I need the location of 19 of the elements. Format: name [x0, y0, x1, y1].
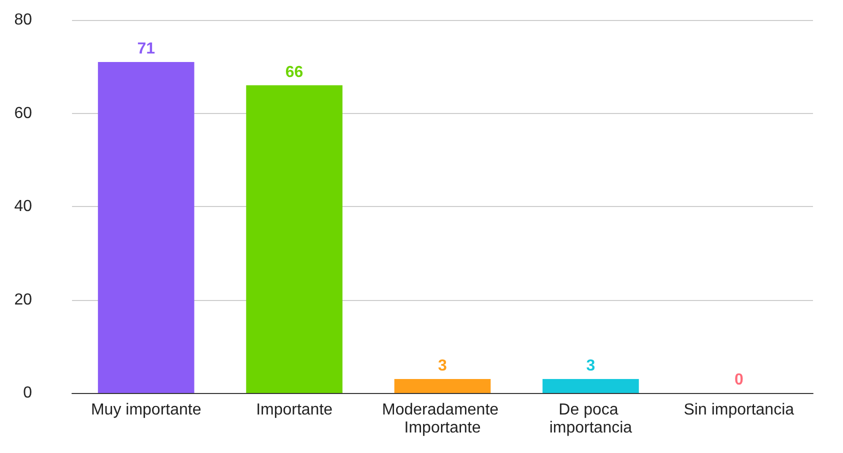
- data-label: 71: [137, 40, 156, 58]
- data-label: 3: [438, 358, 448, 375]
- x-tick-label: Importante: [256, 402, 333, 418]
- y-tick-label: 40: [14, 198, 32, 215]
- x-tick-label: Moderadamente Importante: [382, 402, 503, 436]
- y-tick-label: 0: [23, 384, 32, 402]
- x-tick-label: Muy importante: [90, 402, 202, 418]
- y-tick-label: 80: [14, 12, 32, 28]
- y-tick-label: 20: [14, 291, 32, 308]
- y-tick-label: 60: [14, 104, 32, 122]
- data-label: 66: [285, 64, 304, 81]
- data-label: 0: [734, 372, 744, 388]
- bar: [542, 379, 639, 393]
- x-tick-label: De poca importancia: [549, 402, 632, 436]
- x-tick-label: Sin importancia: [684, 402, 794, 418]
- bar: [394, 379, 491, 393]
- bar: [246, 85, 342, 393]
- data-label: 3: [586, 358, 596, 375]
- bar: [98, 62, 194, 393]
